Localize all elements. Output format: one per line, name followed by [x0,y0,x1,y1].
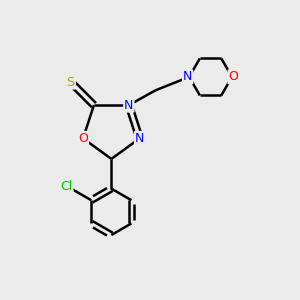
Text: O: O [229,70,238,83]
Text: Cl: Cl [60,180,73,193]
Text: N: N [124,99,134,112]
Text: O: O [78,132,88,145]
Text: S: S [67,76,75,88]
Text: N: N [135,132,144,145]
Text: N: N [183,70,192,83]
